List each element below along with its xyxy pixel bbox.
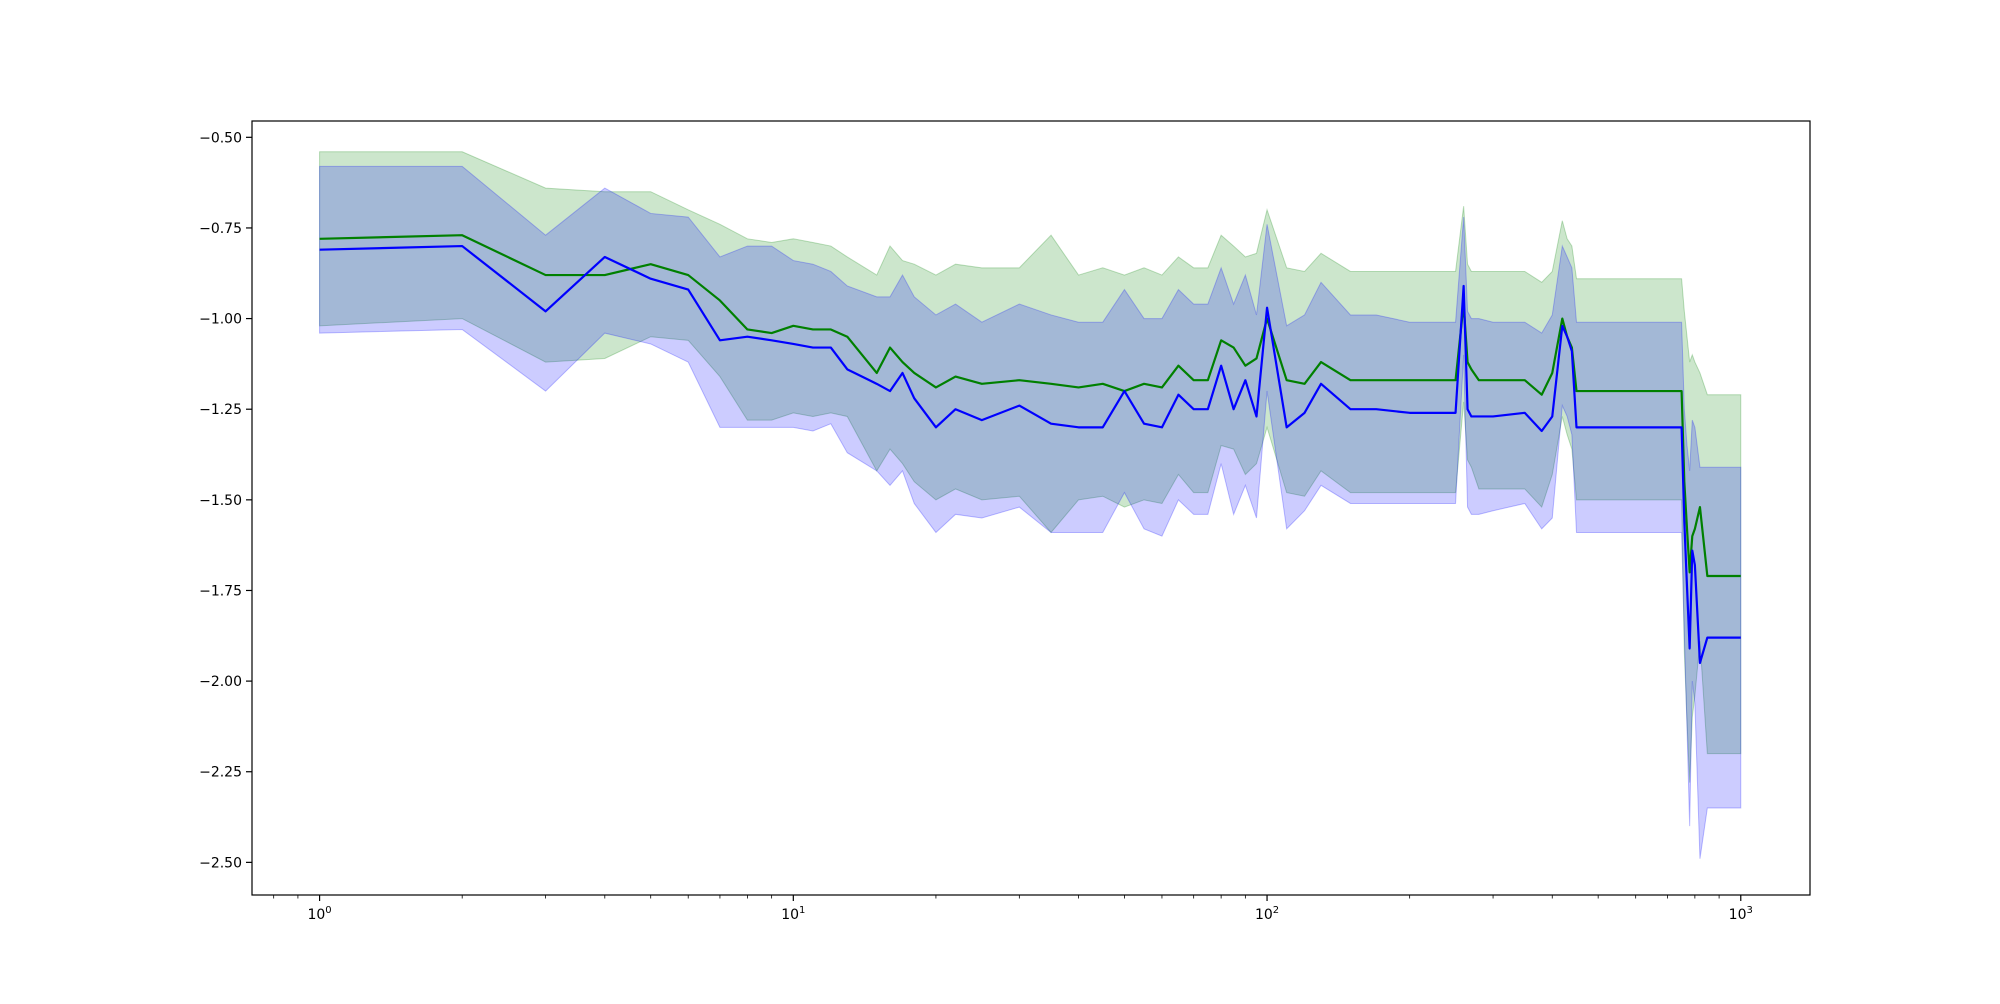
plot-area	[319, 151, 1742, 859]
y-tick-label: −1.50	[199, 493, 242, 509]
x-tick-label: 101	[781, 905, 805, 923]
axes: −0.50 −0.75 −1.00 −1.25 −1.50 −1.75 −2.00 −2.25…	[199, 120, 1811, 923]
y-tick-label: −2.25	[199, 765, 242, 781]
series-line-0	[319, 234, 1741, 578]
x-tick-label: 103	[1729, 905, 1753, 923]
confidence-band-0	[319, 151, 1742, 783]
x-tick-label: 102	[1255, 905, 1279, 923]
x-tick-label: 100	[307, 905, 331, 923]
series-group	[319, 151, 1742, 859]
axes-frame	[251, 120, 1811, 896]
y-tick-label: −1.75	[199, 583, 242, 599]
y-tick-label: −1.25	[199, 402, 242, 418]
y-tick-label: −1.00	[199, 312, 242, 328]
y-tick-label: −0.50	[199, 130, 242, 146]
y-tick-label: −2.00	[199, 674, 242, 690]
y-tick-label: −0.75	[199, 221, 242, 237]
series-line-1	[319, 244, 1741, 665]
confidence-band-1	[319, 165, 1742, 859]
y-tick-label: −2.50	[199, 855, 242, 871]
